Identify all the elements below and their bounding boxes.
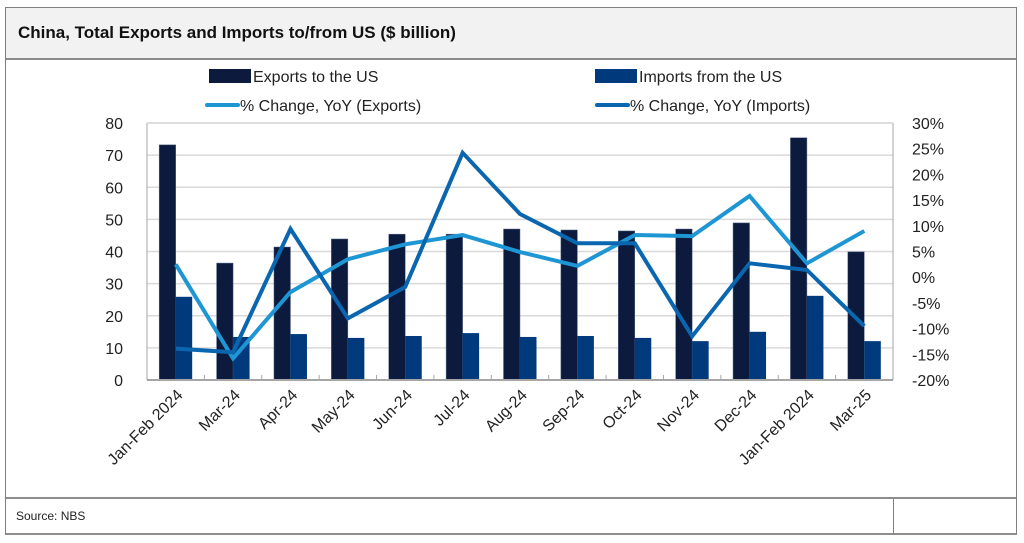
bar-imports xyxy=(347,337,365,380)
bar-exports xyxy=(216,262,234,381)
x-tick-label: Dec-24 xyxy=(712,387,761,436)
y2-tick-label: -20% xyxy=(912,373,949,390)
x-tick-label: Nov-24 xyxy=(654,387,703,436)
x-tick-label: Aug-24 xyxy=(482,387,531,436)
bar-exports xyxy=(158,144,176,381)
x-tick-label: Jan-Feb 2024 xyxy=(105,387,187,469)
y2-tick-label: 15% xyxy=(912,193,944,210)
x-tick-label: Jun-24 xyxy=(369,387,416,434)
bar-exports xyxy=(388,233,406,381)
y2-tick-label: 10% xyxy=(912,219,944,236)
y2-tick-label: 20% xyxy=(912,167,944,184)
y-tick-label: 0 xyxy=(114,373,123,390)
y-tick-label: 70 xyxy=(105,148,123,165)
y-tick-label: 40 xyxy=(105,245,123,262)
bar-imports xyxy=(520,336,537,380)
y2-tick-label: 5% xyxy=(912,245,935,262)
y-tick-label: 20 xyxy=(105,309,123,326)
bar-imports xyxy=(806,295,824,380)
lines xyxy=(173,149,866,362)
chart-title: China, Total Exports and Imports to/from… xyxy=(18,23,456,42)
y-tick-label: 60 xyxy=(105,180,123,197)
legend-item-exports-line: % Change, YoY (Exports) xyxy=(205,98,421,115)
y2-tick-label: -5% xyxy=(912,296,940,313)
bar-imports xyxy=(749,331,767,380)
y-tick-label: 50 xyxy=(105,212,123,229)
bars xyxy=(158,137,881,381)
left-axis-ticks: 0 10 20 30 40 50 60 70 80 xyxy=(105,116,123,390)
y2-tick-label: 0% xyxy=(912,270,935,287)
x-axis-ticks: Jan-Feb 2024 Mar-24 Apr-24 May-24 Jun-24 Jul-… xyxy=(105,387,876,469)
legend-item-imports-bar: Imports from the US xyxy=(595,69,782,86)
bar-imports xyxy=(405,335,422,380)
chart-frame: China, Total Exports and Imports to/from… xyxy=(5,7,1017,535)
bar-imports xyxy=(692,341,709,380)
bar-exports xyxy=(675,228,693,381)
y-tick-label: 30 xyxy=(105,277,123,294)
x-tick-label: Mar-24 xyxy=(196,387,244,435)
legend-item-imports-line: % Change, YoY (Imports) xyxy=(595,98,810,115)
y-tick-label: 80 xyxy=(105,116,123,133)
x-tick-label: Sep-24 xyxy=(540,387,589,436)
x-tick-label: May-24 xyxy=(309,387,359,437)
legend-label-imports-yoy: % Change, YoY (Imports) xyxy=(630,98,810,115)
bar-exports xyxy=(732,222,750,381)
y-tick-label: 10 xyxy=(105,341,123,358)
bar-exports xyxy=(445,233,463,381)
bar-exports xyxy=(560,229,578,381)
bar-imports xyxy=(864,341,881,380)
legend-swatch-imports-bar xyxy=(595,69,637,83)
x-tick-label: Jul-24 xyxy=(431,387,474,430)
y2-tick-label: 30% xyxy=(912,116,944,133)
axes xyxy=(146,122,894,381)
y2-tick-label: -10% xyxy=(912,322,949,339)
legend-item-exports-bar: Exports to the US xyxy=(209,69,378,86)
source-note: Source: NBS xyxy=(16,509,86,523)
footer-divider xyxy=(893,499,894,534)
bar-exports xyxy=(273,246,291,381)
bar-imports xyxy=(290,334,307,380)
bar-imports xyxy=(462,333,480,380)
right-axis-ticks: -20% -15% -10% -5% 0% 5% 10% 15% 20% 25% 30% xyxy=(912,116,949,390)
legend-label-imports: Imports from the US xyxy=(639,69,782,86)
bar-imports xyxy=(577,335,594,380)
x-tick-label: Oct-24 xyxy=(600,387,646,433)
x-tick-label: Mar-25 xyxy=(827,387,875,435)
bar-imports xyxy=(175,296,193,380)
line-exports-yoy xyxy=(173,193,866,362)
x-tick-label: Apr-24 xyxy=(255,387,301,433)
legend-label-exports: Exports to the US xyxy=(253,69,378,86)
line-imports-yoy xyxy=(175,149,866,355)
title-bar: China, Total Exports and Imports to/from… xyxy=(6,8,1016,60)
bar-exports xyxy=(618,230,636,381)
bar-imports xyxy=(634,337,652,380)
legend: Exports to the US Imports from the US % … xyxy=(205,69,810,115)
legend-label-exports-yoy: % Change, YoY (Exports) xyxy=(240,98,421,115)
legend-swatch-exports-bar xyxy=(209,69,251,83)
y2-tick-label: 25% xyxy=(912,142,944,159)
footer: Source: NBS xyxy=(6,497,1016,534)
y2-tick-label: -15% xyxy=(912,347,949,364)
